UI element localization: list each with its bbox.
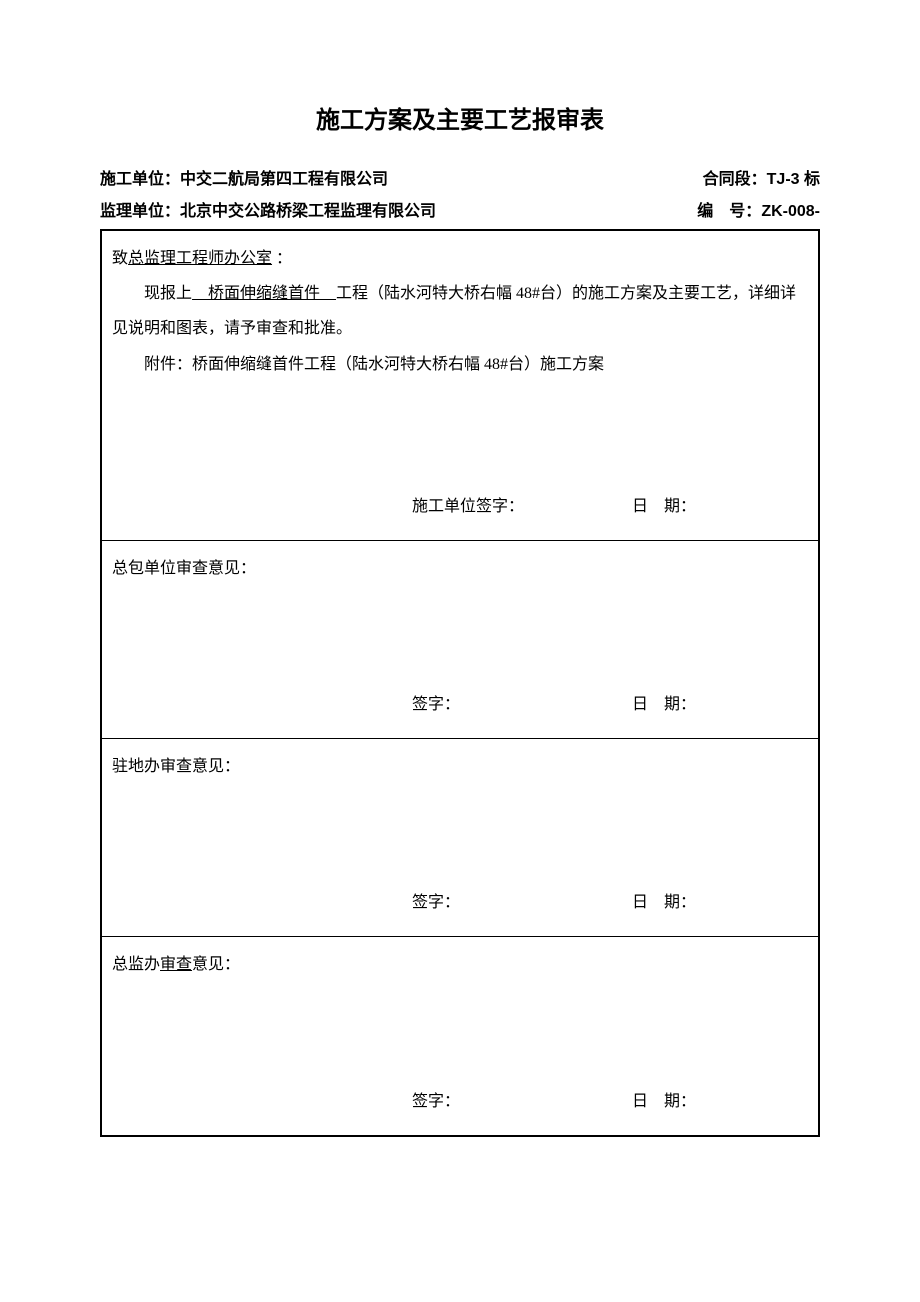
section4-heading-underline: 审查 <box>160 956 192 973</box>
salutation-suffix: ： <box>272 250 292 267</box>
attachment-line: 附件：桥面伸缩缝首件工程（陆水河特大桥右幅 48#台）施工方案 <box>112 347 808 382</box>
salutation-recipient: 总监理工程师办公室 <box>128 250 272 267</box>
salutation-line: 致总监理工程师办公室 ： <box>112 241 808 276</box>
section1-date-label: 日 期： <box>632 489 696 524</box>
section2-date-label: 日 期： <box>632 687 696 722</box>
section3-sig-label: 签字： <box>412 885 632 920</box>
supervision-unit-label: 监理单位： <box>100 203 180 220</box>
construction-unit-value: 中交二航局第四工程有限公司 <box>180 171 388 188</box>
header-row-1: 施工单位：中交二航局第四工程有限公司 合同段：TJ-3 标 <box>100 165 820 189</box>
section3-signature-row: 签字： 日 期： <box>102 885 818 920</box>
section-resident-office: 驻地办审查意见： 签字： 日 期： <box>102 739 818 937</box>
section4-signature-row: 签字： 日 期： <box>102 1084 818 1119</box>
contract-section-label: 合同段： <box>703 171 767 188</box>
body-paragraph: 现报上 桥面伸缩缝首件 工程（陆水河特大桥右幅 48#台）的施工方案及主要工艺，… <box>112 276 808 346</box>
section-submission: 致总监理工程师办公室 ： 现报上 桥面伸缩缝首件 工程（陆水河特大桥右幅 48#… <box>102 231 818 541</box>
contract-section-value: TJ-3 标 <box>767 171 820 188</box>
section3-date-label: 日 期： <box>632 885 696 920</box>
section3-heading: 驻地办审查意见： <box>112 749 808 784</box>
header-row-2: 监理单位：北京中交公路桥梁工程监理有限公司 编 号：ZK-008- <box>100 197 820 221</box>
document-title: 施工方案及主要工艺报审表 <box>100 100 820 135</box>
form-table: 致总监理工程师办公室 ： 现报上 桥面伸缩缝首件 工程（陆水河特大桥右幅 48#… <box>100 229 820 1137</box>
salutation-prefix: 致 <box>112 250 128 267</box>
section2-sig-label: 签字： <box>412 687 632 722</box>
section4-sig-label: 签字： <box>412 1084 632 1119</box>
section2-signature-row: 签字： 日 期： <box>102 687 818 722</box>
serial-value: ZK-008- <box>761 203 820 220</box>
section4-date-label: 日 期： <box>632 1084 696 1119</box>
section1-sig-label: 施工单位签字： <box>412 489 632 524</box>
section2-heading: 总包单位审查意见： <box>112 551 808 586</box>
construction-unit-label: 施工单位： <box>100 171 180 188</box>
section-chief-supervisor: 总监办审查意见： 签字： 日 期： <box>102 937 818 1135</box>
body-project-name: 桥面伸缩缝首件 <box>192 285 336 302</box>
serial-label: 编 号： <box>697 203 761 220</box>
section4-heading-suffix: 意见： <box>192 956 240 973</box>
section1-signature-row: 施工单位签字： 日 期： <box>102 489 818 524</box>
section4-heading-prefix: 总监办 <box>112 956 160 973</box>
body-prefix: 现报上 <box>144 285 192 302</box>
section-general-contractor: 总包单位审查意见： 签字： 日 期： <box>102 541 818 739</box>
supervision-unit-value: 北京中交公路桥梁工程监理有限公司 <box>180 203 436 220</box>
section4-heading: 总监办审查意见： <box>112 947 808 982</box>
